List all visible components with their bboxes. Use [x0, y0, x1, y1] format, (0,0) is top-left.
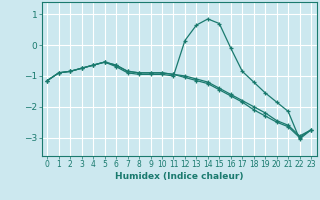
X-axis label: Humidex (Indice chaleur): Humidex (Indice chaleur) [115, 172, 244, 181]
